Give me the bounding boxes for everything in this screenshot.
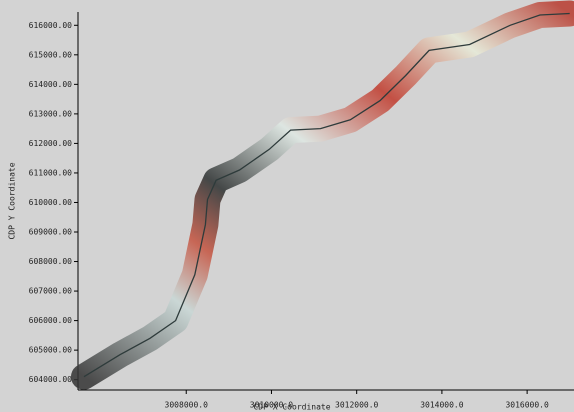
y-tick-label: 616000.00 bbox=[29, 21, 73, 30]
y-tick-label: 607000.00 bbox=[29, 287, 73, 296]
y-tick-label: 611000.00 bbox=[29, 168, 73, 177]
y-tick-label: 610000.00 bbox=[29, 198, 73, 207]
y-tick-label: 612000.00 bbox=[29, 139, 73, 148]
chart: CDP X Coordinate CDP Y Coordinate 604000… bbox=[0, 0, 574, 412]
y-axis-label: CDP Y Coordinate bbox=[8, 162, 17, 239]
y-tick-label: 608000.00 bbox=[29, 257, 73, 266]
x-tick-label: 3012000.0 bbox=[335, 401, 379, 410]
x-tick-label: 3008000.0 bbox=[165, 401, 209, 410]
y-tick-label: 605000.00 bbox=[29, 346, 73, 355]
y-tick-label: 606000.00 bbox=[29, 316, 73, 325]
x-tick-label: 3010000.0 bbox=[250, 401, 294, 410]
y-tick-label: 609000.00 bbox=[29, 228, 73, 237]
y-tick-label: 613000.00 bbox=[29, 109, 73, 118]
x-tick-label: 3016000.0 bbox=[505, 401, 549, 410]
x-tick-label: 3014000.0 bbox=[420, 401, 464, 410]
background bbox=[0, 0, 574, 412]
y-tick-label: 615000.00 bbox=[29, 50, 73, 59]
y-tick-label: 604000.00 bbox=[29, 375, 73, 384]
y-tick-label: 614000.00 bbox=[29, 80, 73, 89]
